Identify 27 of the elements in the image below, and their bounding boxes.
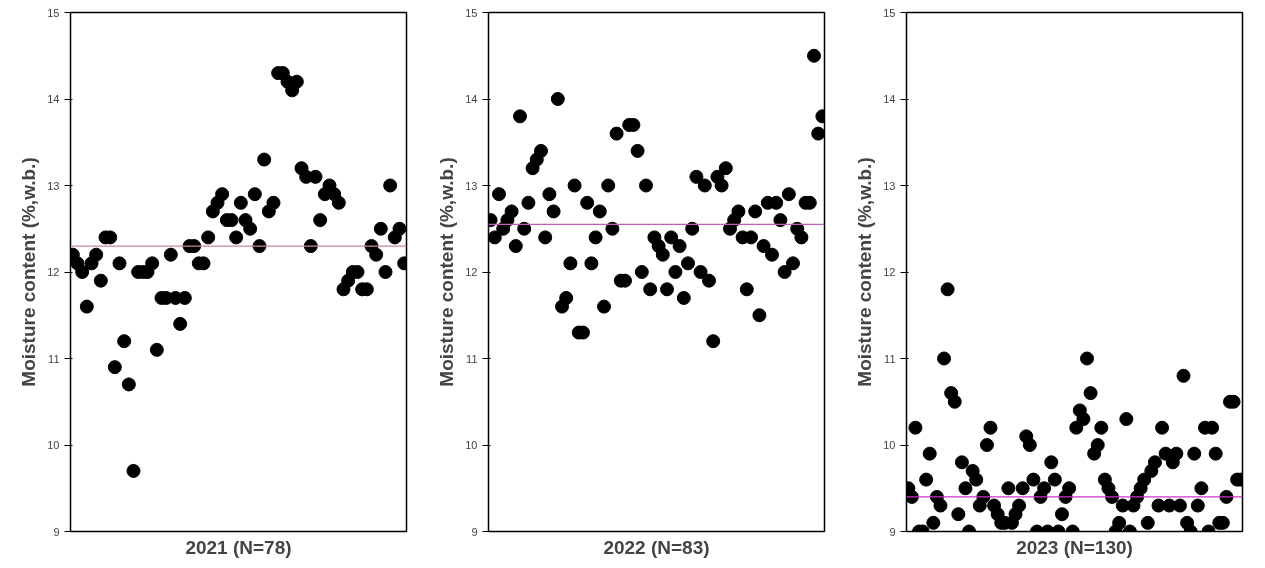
y-tick-label: 15 — [465, 6, 478, 19]
y-tick-label: 15 — [47, 6, 60, 19]
y-tick-label: 9 — [53, 525, 60, 538]
y-tick-label: 14 — [883, 93, 896, 105]
y-tick-label: 14 — [47, 93, 60, 105]
y-tick-label: 10 — [883, 439, 896, 451]
y-tick-label: 13 — [47, 179, 60, 192]
y-tick-label: 11 — [884, 352, 896, 365]
y-tick-label: 13 — [465, 179, 478, 192]
y-tick-label: 9 — [471, 525, 478, 538]
y-tick-label: 11 — [48, 352, 60, 365]
x-axis-title: 2022 (N=83) — [603, 536, 710, 558]
x-axis-title: 2023 (N=130) — [1016, 536, 1133, 558]
y-axis-title: Moisture content (%,w.b.) — [436, 157, 458, 387]
y-tick-label: 10 — [47, 439, 60, 451]
y-tick-label: 11 — [466, 352, 478, 365]
y-axis-title: Moisture content (%,w.b.) — [854, 157, 876, 387]
y-tick-label: 13 — [883, 179, 896, 192]
y-tick-label: 12 — [883, 266, 896, 278]
y-axis-title: Moisture content (%,w.b.) — [18, 157, 40, 387]
y-tick-label: 9 — [889, 525, 896, 538]
y-tick-label: 15 — [883, 6, 896, 19]
y-tick-label: 12 — [47, 266, 60, 278]
y-tick-label: 14 — [465, 93, 478, 105]
y-tick-label: 12 — [465, 266, 478, 278]
y-tick-label: 10 — [465, 439, 478, 451]
x-axis-title: 2021 (N=78) — [185, 536, 292, 558]
